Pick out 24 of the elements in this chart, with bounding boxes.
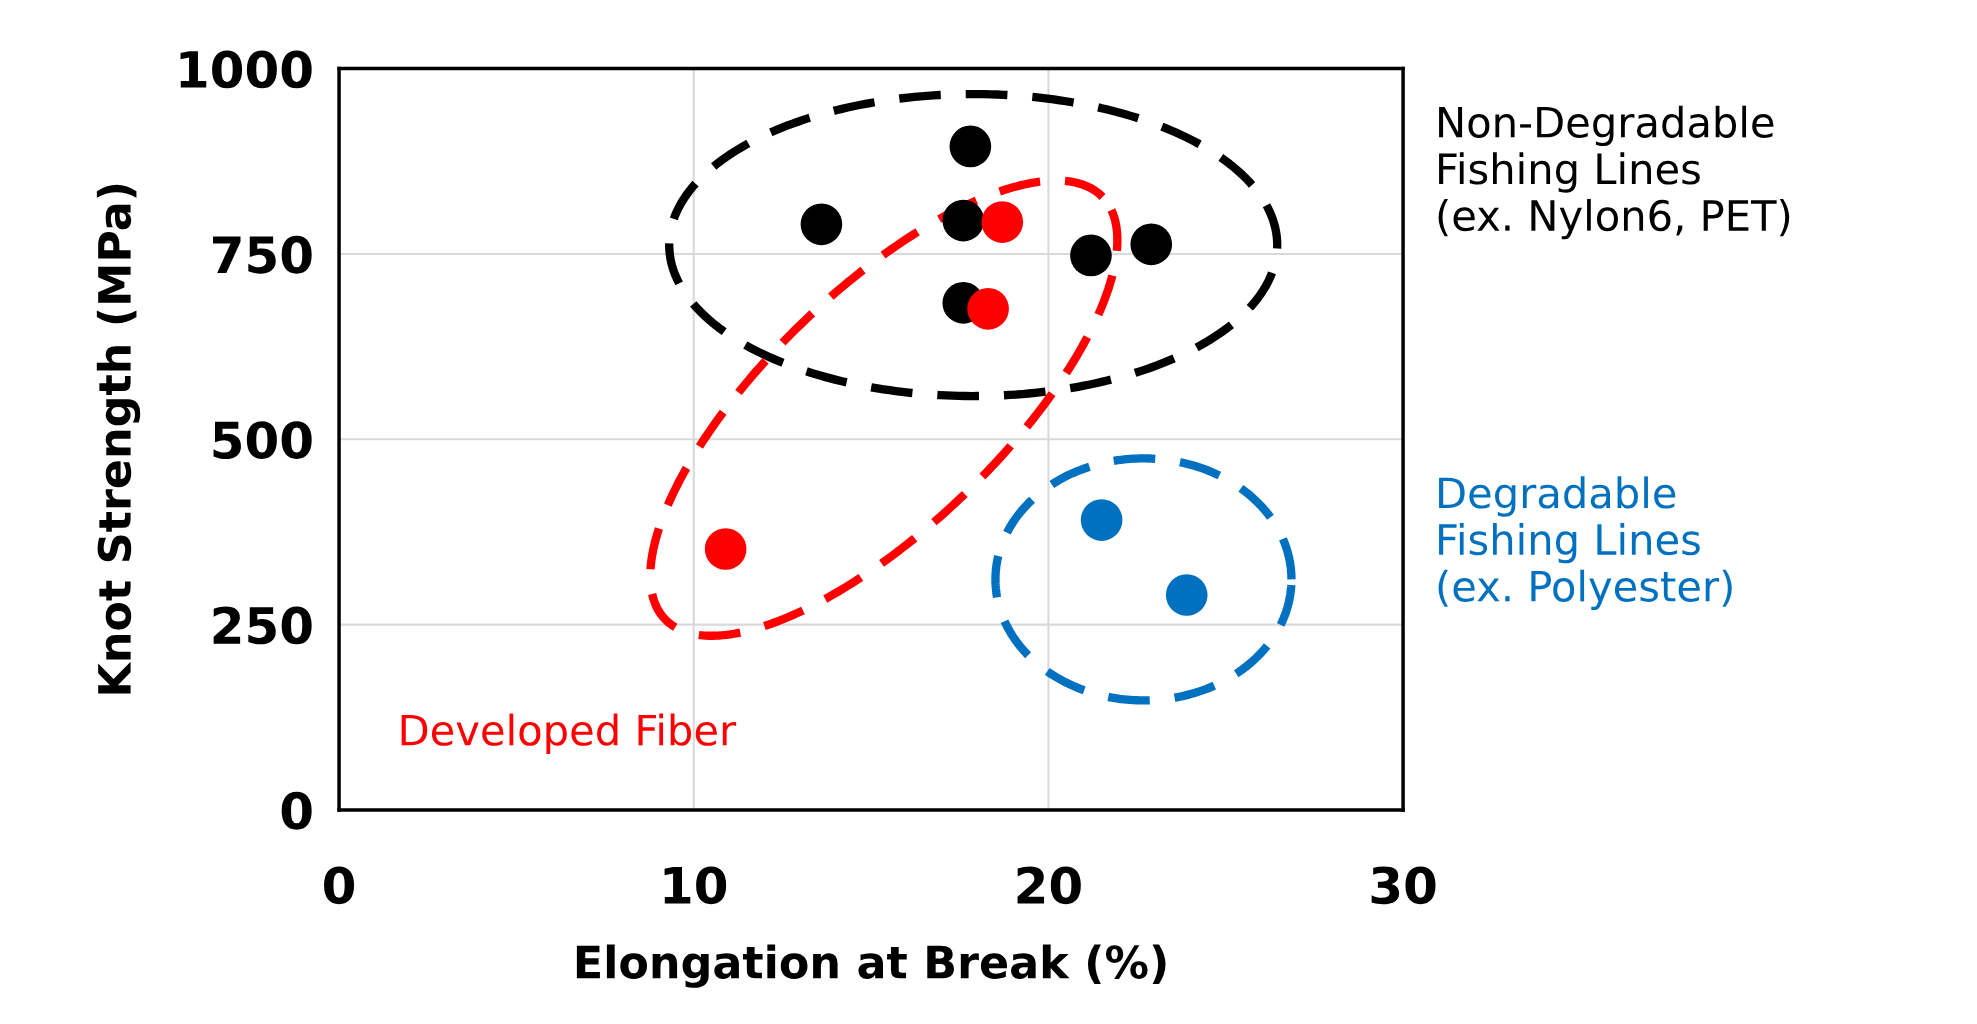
point xyxy=(1070,234,1112,277)
point xyxy=(800,203,843,246)
point xyxy=(967,287,1009,330)
x-tick-label: 10 xyxy=(664,866,727,905)
y-tick-label: 1000 xyxy=(180,50,312,89)
text: Developed Fiber xyxy=(401,713,737,754)
point xyxy=(1080,499,1123,541)
y-tick-label: 250 xyxy=(213,606,312,645)
x-tick-label: 20 xyxy=(1017,866,1081,905)
x-tick-label: 0 xyxy=(324,866,355,905)
text: Non-Degradable Fishing Lines (ex. Nylon6, PET) xyxy=(1438,105,1790,240)
y-tick-label: 750 xyxy=(213,235,312,274)
point xyxy=(949,125,992,168)
point xyxy=(981,201,1024,243)
y-axis-title: Knot Strength (MPa) xyxy=(96,184,141,694)
x-axis-title: Elongation at Break (%) xyxy=(576,944,1166,988)
point xyxy=(942,199,985,242)
point xyxy=(1165,574,1208,616)
text: Degradable Fishing Lines (ex. Polyester) xyxy=(1438,476,1732,611)
x-tick-label: 30 xyxy=(1371,866,1436,905)
point xyxy=(704,528,747,570)
y-tick-label: 500 xyxy=(213,421,312,459)
point xyxy=(1130,223,1173,266)
y-tick-label: 0 xyxy=(281,791,312,830)
